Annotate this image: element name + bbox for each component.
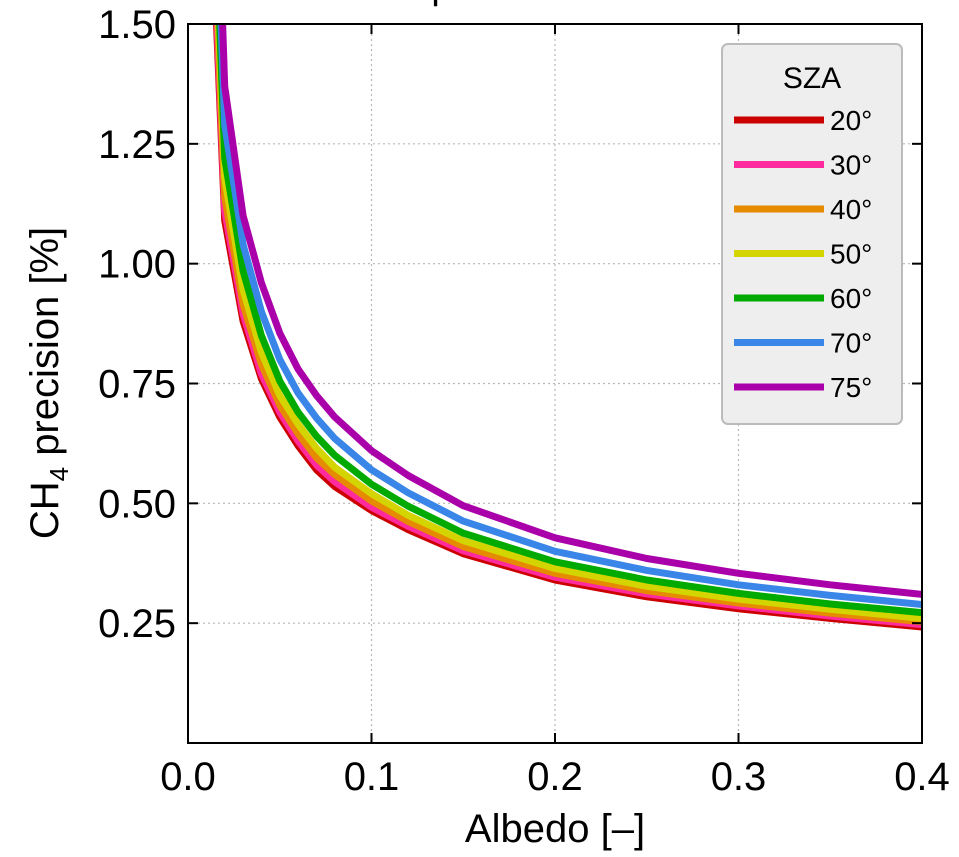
x-axis-title: Albedo [–]	[465, 807, 645, 851]
series-line-75	[219, 24, 922, 598]
y-axis-ticks: 0.25 0.50 0.75 1.00 1.25 1.50	[98, 3, 922, 646]
chart-title-fragment: 4	[420, 0, 442, 15]
y-axis-title: CH4 precision [%]	[23, 227, 74, 539]
legend-label: 70°	[830, 328, 872, 359]
legend-items: 20° 30° 40° 50° 60° 70° 75°	[734, 105, 872, 403]
y-tick-label: 1.25	[98, 123, 176, 167]
y-tick-label: 0.50	[98, 482, 176, 526]
series-layer	[212, 24, 922, 631]
x-tick-label: 0.2	[527, 755, 583, 799]
x-axis-ticks: 0.0 0.1 0.2 0.3 0.4	[160, 24, 950, 799]
legend-label: 60°	[830, 283, 872, 314]
x-tick-label: 0.4	[894, 755, 950, 799]
legend: SZA 20° 30° 40° 50° 60° 70° 75°	[721, 43, 903, 425]
y-axis-title-prefix: CH	[23, 481, 67, 539]
legend-label: 40°	[830, 194, 872, 225]
legend-label: 30°	[830, 150, 872, 181]
y-tick-label: 1.00	[98, 243, 176, 287]
series-line-60	[216, 24, 922, 617]
y-tick-label: 0.75	[98, 363, 176, 407]
legend-box	[721, 43, 903, 425]
legend-label: 20°	[830, 105, 872, 136]
series-line-40	[214, 24, 922, 626]
y-axis-title-subscript: 4	[44, 467, 74, 481]
x-tick-label: 0.0	[160, 755, 216, 799]
y-axis-title-suffix: precision [%]	[23, 227, 67, 467]
y-tick-label: 1.50	[98, 3, 176, 47]
series-line-50	[215, 24, 922, 622]
x-tick-label: 0.1	[344, 755, 400, 799]
legend-title: SZA	[783, 62, 841, 95]
x-tick-label: 0.3	[711, 755, 767, 799]
series-line-70	[217, 24, 922, 608]
legend-label: 75°	[830, 372, 872, 403]
legend-label: 50°	[830, 239, 872, 270]
y-tick-label: 0.25	[98, 602, 176, 646]
